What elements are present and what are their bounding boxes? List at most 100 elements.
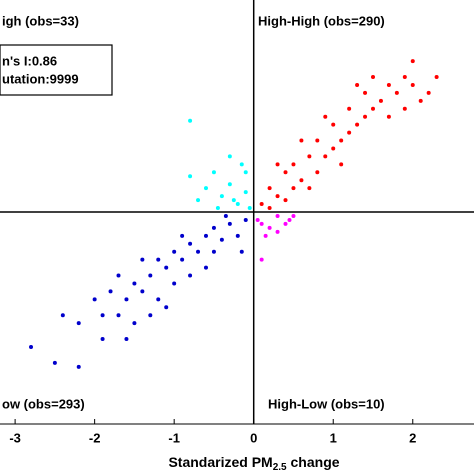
point [347,130,352,135]
point [140,257,145,262]
point [124,297,129,302]
point [426,90,431,95]
point [148,313,153,318]
point [243,190,248,195]
point [370,75,375,80]
x-axis-label: Standarized PM2.5 change [168,454,339,473]
point [347,106,352,111]
point [339,162,344,167]
x-tick-label: -3 [9,430,21,445]
point [100,313,105,318]
point [188,273,193,278]
point [76,364,81,369]
point [307,154,312,159]
point [386,114,391,119]
stats-box [0,44,113,96]
point [287,217,292,222]
point [307,186,312,191]
point [259,257,264,262]
quadrant-label: High-High (obs=290) [258,13,385,28]
point [275,229,280,234]
point [418,98,423,103]
point [267,206,272,211]
point [363,114,368,119]
point [188,174,193,179]
point [283,170,288,175]
point [239,162,244,167]
point [227,221,232,226]
point [92,297,97,302]
point [275,213,280,218]
x-tick-label: 1 [330,430,337,445]
x-tick-label: -2 [89,430,101,445]
x-label-sub: 2.5 [273,462,287,473]
x-tick-label: -1 [168,430,180,445]
point [108,289,113,294]
point [355,82,360,87]
point [215,206,220,211]
point [164,305,169,310]
point [243,170,248,175]
point [180,257,185,262]
point [188,118,193,123]
point [315,170,320,175]
point [156,297,161,302]
x-label-end: change [291,454,340,470]
point [231,198,236,203]
point [410,82,415,87]
point [239,249,244,254]
point [339,138,344,143]
point [116,313,121,318]
point [263,233,268,238]
point [247,206,252,211]
point [124,337,129,342]
point [402,75,407,80]
point [355,122,360,127]
point [386,82,391,87]
point [255,217,260,222]
point [172,249,177,254]
point [291,162,296,167]
point [267,186,272,191]
point [223,213,228,218]
stats-text: utation:9999 [2,71,79,86]
point [211,170,216,175]
point [116,273,121,278]
point [164,265,169,270]
point [243,217,248,222]
point [299,178,304,183]
point [410,59,415,64]
point [203,265,208,270]
point [363,90,368,95]
point [283,221,288,226]
point [180,233,185,238]
point [203,186,208,191]
point [148,273,153,278]
quadrant-label: ow (obs=293) [2,396,85,411]
point [434,75,439,80]
stats-text: n's I:0.86 [2,53,57,68]
point [227,182,232,187]
point [211,249,216,254]
point [203,233,208,238]
x-label-main: Standarized PM [168,454,272,470]
point [196,198,201,203]
point [172,281,177,286]
point [291,186,296,191]
point [331,122,336,127]
point [196,249,201,254]
point [323,154,328,159]
point [402,106,407,111]
point [259,221,264,226]
point [331,146,336,151]
point [315,138,320,143]
point [140,289,145,294]
point [156,257,161,262]
point [60,313,65,318]
point [378,98,383,103]
point [52,360,57,365]
point [394,90,399,95]
point [188,241,193,246]
quadrant-label: High-Low (obs=10) [268,396,385,411]
